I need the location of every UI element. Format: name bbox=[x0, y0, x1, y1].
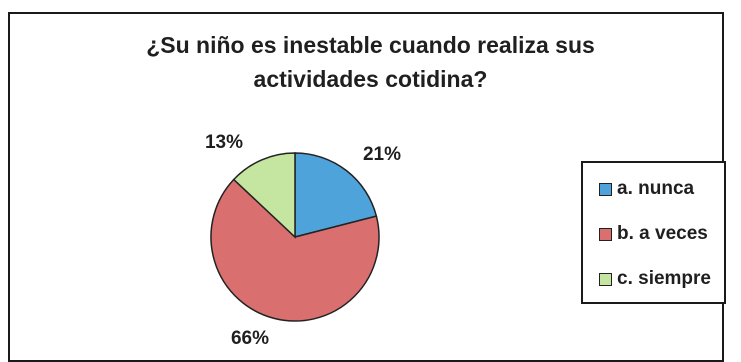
legend-label-nunca: a. nunca bbox=[617, 178, 695, 199]
legend-label-siempre: c. siempre bbox=[617, 268, 711, 289]
chart-title: ¿Su niño es inestable cuando realiza sus… bbox=[0, 28, 741, 96]
data-label-nunca: 21% bbox=[363, 144, 401, 165]
legend-swatch-a-veces bbox=[599, 227, 612, 241]
legend-swatch-nunca bbox=[599, 182, 612, 196]
data-label-siempre: 13% bbox=[205, 132, 243, 153]
legend-item-nunca: a. nunca bbox=[599, 178, 694, 200]
legend-swatch-siempre bbox=[599, 272, 612, 286]
chart-legend: a. nunca b. a veces c. siempre bbox=[581, 161, 726, 304]
legend-item-siempre: c. siempre bbox=[599, 268, 711, 290]
legend-label-a-veces: b. a veces bbox=[617, 223, 708, 244]
pie-slice-nunca bbox=[294, 152, 378, 238]
legend-item-a-veces: b. a veces bbox=[599, 223, 708, 245]
chart-title-line-1: ¿Su niño es inestable cuando realiza sus bbox=[146, 32, 595, 58]
pie-slice-a-veces bbox=[210, 178, 380, 322]
pie-slice-siempre bbox=[232, 152, 296, 239]
data-label-a-veces: 66% bbox=[231, 328, 269, 349]
chart-title-line-2: actividades cotidina? bbox=[253, 66, 488, 92]
